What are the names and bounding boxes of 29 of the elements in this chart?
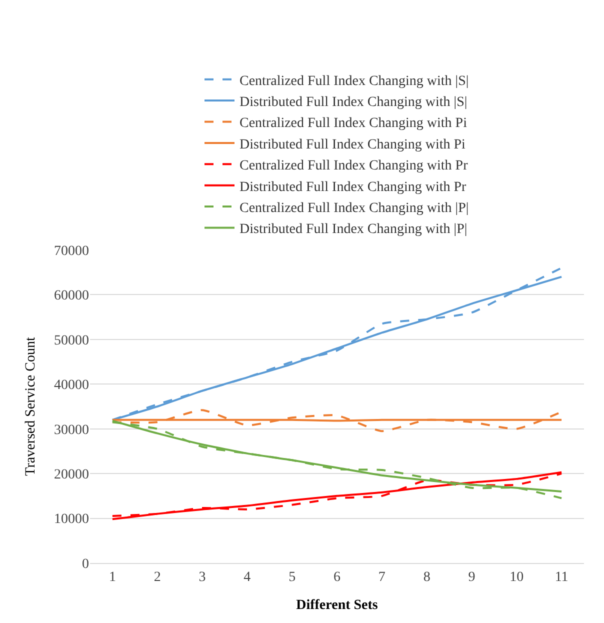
x-tick-label: 2 [154,570,161,585]
legend-label: Distributed Full Index Changing with Pr [240,180,467,195]
y-tick-label: 70000 [54,244,89,259]
y-tick-label: 0 [82,556,89,572]
legend-label: Centralized Full Index Changing with Pr [240,158,468,174]
x-tick-label: 11 [554,570,568,585]
x-tick-label: 8 [423,570,430,585]
x-tick-label: 4 [244,570,251,585]
y-tick-label: 20000 [54,467,89,482]
x-tick-label: 9 [468,570,476,585]
x-axis-title: Different Sets [296,598,378,614]
x-tick-label: 5 [288,570,296,585]
x-tick-label: 10 [510,570,524,585]
y-tick-label: 40000 [54,378,89,394]
x-tick-label: 1 [108,570,116,585]
x-tick-label: 3 [198,570,206,585]
y-axis-title: Traversed Service Count [24,337,39,476]
x-tick-label: 6 [334,570,340,585]
legend-label: Distributed Full Index Changing with Pi [240,137,466,152]
y-tick-label: 50000 [54,333,89,348]
legend-label: Distributed Full Index Changing with |P| [240,222,468,238]
y-tick-label: 30000 [54,422,89,438]
legend-label: Centralized Full Index Changing with |S| [240,74,469,89]
legend-label: Centralized Full Index Changing with |P| [240,201,469,216]
y-tick-label: 10000 [54,512,89,528]
y-tick-label: 60000 [54,288,89,304]
x-tick-label: 7 [378,570,386,585]
legend-label: Centralized Full Index Changing with Pi [240,116,468,132]
legend-label: Distributed Full Index Changing with |S| [240,95,468,110]
